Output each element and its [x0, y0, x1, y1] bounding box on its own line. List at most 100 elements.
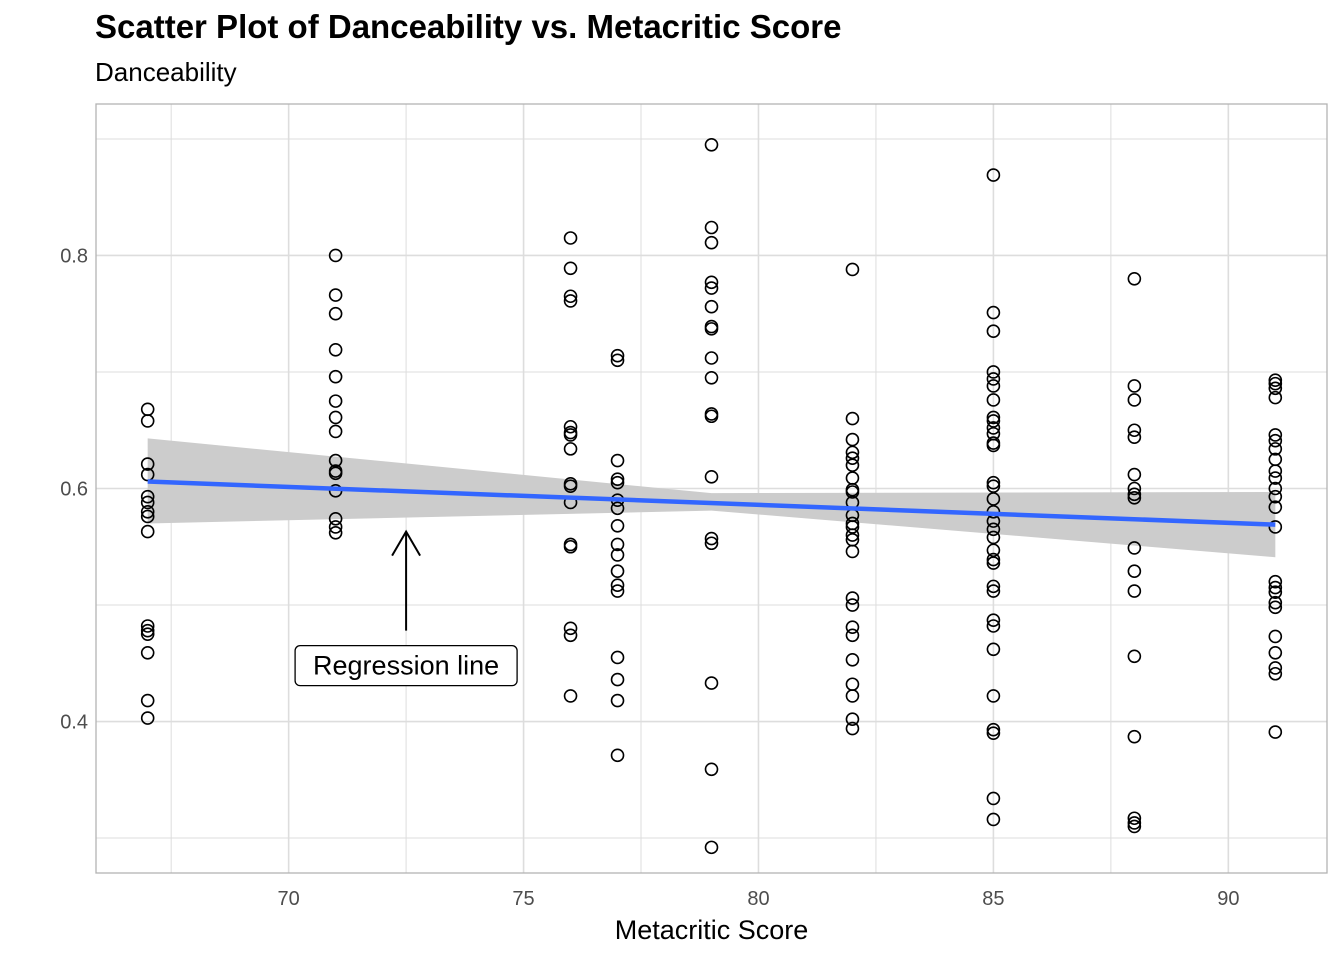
data-point — [1127, 393, 1142, 407]
x-tick-label: 85 — [982, 888, 1004, 910]
annotation-label-box — [294, 644, 518, 687]
data-point — [845, 598, 860, 612]
data-point — [328, 394, 343, 408]
data-point — [704, 235, 719, 250]
data-point — [845, 677, 860, 692]
data-point — [704, 470, 719, 484]
data-point — [1268, 595, 1283, 610]
data-point — [140, 467, 155, 482]
confidence-band — [147, 438, 1276, 558]
data-point — [986, 379, 1001, 393]
data-point — [1268, 574, 1283, 589]
chart-title: Scatter Plot of Danceability vs. Metacri… — [95, 8, 842, 45]
data-point — [986, 421, 1001, 435]
data-point — [328, 424, 343, 439]
data-point — [986, 642, 1001, 657]
data-point — [1268, 585, 1283, 599]
data-point — [1268, 629, 1283, 644]
data-point — [1268, 390, 1283, 405]
data-point — [328, 288, 343, 302]
data-point — [140, 495, 155, 510]
data-point — [986, 393, 1001, 407]
data-point — [845, 411, 860, 426]
data-point — [704, 281, 719, 295]
data-point — [1268, 481, 1283, 496]
data-point — [1268, 433, 1283, 448]
annotation-label: Regression line — [313, 651, 499, 681]
y-tick-label: 0.8 — [60, 245, 88, 267]
data-point — [328, 466, 343, 481]
y-tick-label: 0.6 — [60, 479, 88, 501]
data-point — [986, 365, 1001, 379]
data-point — [1268, 442, 1283, 456]
data-point — [1127, 541, 1142, 555]
data-point — [328, 410, 343, 425]
data-point — [986, 305, 1001, 320]
data-point — [1127, 491, 1142, 505]
data-point — [704, 351, 719, 365]
data-point — [140, 505, 155, 519]
data-point — [986, 619, 1001, 633]
data-point — [1268, 428, 1283, 442]
data-point — [328, 248, 343, 263]
confidence-band-layer — [147, 438, 1276, 558]
data-point — [845, 721, 860, 736]
data-point — [986, 689, 1001, 703]
data-point — [328, 306, 343, 321]
data-point — [563, 479, 578, 493]
data-point — [1268, 373, 1283, 387]
data-point — [1127, 729, 1142, 744]
data-point — [1127, 584, 1142, 598]
data-point — [563, 689, 578, 703]
data-point — [140, 509, 155, 524]
data-point — [1127, 430, 1142, 445]
data-point — [1127, 811, 1142, 826]
data-point — [986, 414, 1001, 428]
data-point — [140, 623, 155, 638]
data-point — [1268, 500, 1283, 514]
data-point — [140, 645, 155, 660]
data-point — [704, 762, 719, 777]
data-point — [140, 402, 155, 417]
data-point — [986, 492, 1001, 506]
data-point — [986, 556, 1001, 570]
data-point — [704, 409, 719, 424]
data-point — [563, 628, 578, 643]
data-point — [986, 324, 1001, 339]
data-point — [1268, 725, 1283, 739]
data-point — [704, 371, 719, 385]
data-point — [1268, 520, 1283, 534]
data-point — [140, 414, 155, 428]
data-point — [1268, 489, 1283, 504]
data-point — [610, 537, 625, 552]
data-point — [328, 511, 343, 526]
data-point — [986, 168, 1001, 182]
data-point — [704, 531, 719, 546]
data-point — [140, 693, 155, 708]
data-point — [1268, 464, 1283, 478]
data-point — [986, 475, 1001, 490]
data-point — [704, 299, 719, 314]
x-tick-label: 90 — [1217, 888, 1239, 910]
chart-subtitle: Danceability — [95, 57, 237, 87]
y-tick-label: 0.4 — [60, 712, 88, 734]
data-point — [563, 442, 578, 456]
data-point — [563, 261, 578, 276]
data-point — [845, 451, 860, 466]
data-point — [1268, 645, 1283, 660]
data-point — [328, 453, 343, 468]
data-point — [986, 584, 1001, 598]
regression-line — [147, 479, 1276, 527]
data-point — [563, 294, 578, 308]
data-point — [986, 372, 1001, 386]
data-point — [1268, 381, 1283, 396]
data-point — [1127, 271, 1142, 286]
data-point — [1127, 819, 1142, 834]
data-point — [1127, 423, 1142, 438]
x-tick-label: 80 — [747, 888, 769, 910]
data-point — [986, 522, 1001, 537]
data-point — [1268, 661, 1283, 675]
data-point — [563, 289, 578, 304]
data-point — [610, 650, 625, 665]
